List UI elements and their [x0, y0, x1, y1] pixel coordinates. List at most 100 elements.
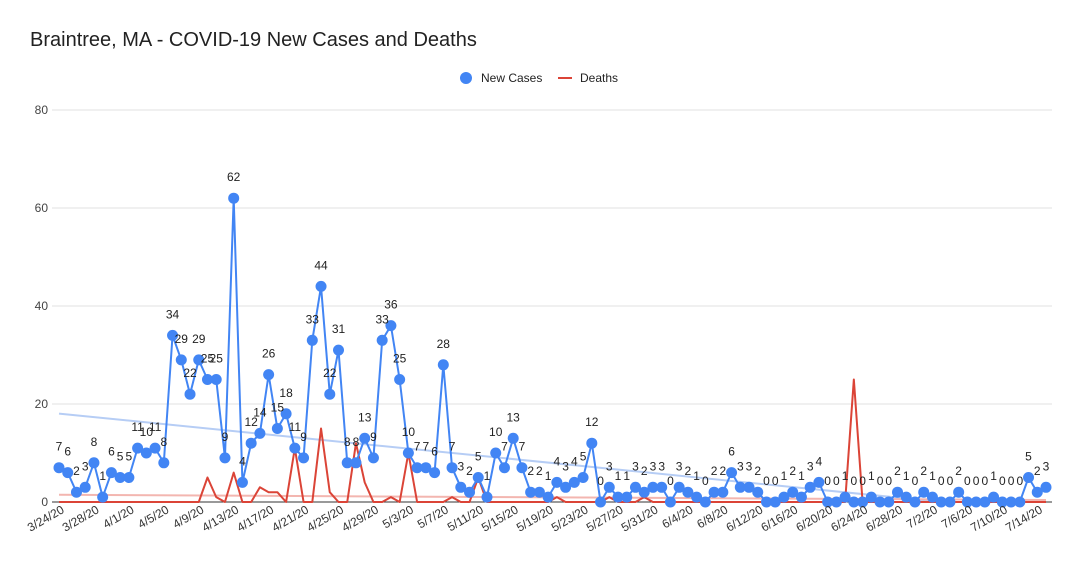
new-cases-data-label: 3	[1043, 459, 1050, 473]
new-cases-point	[140, 447, 152, 459]
x-tick-label: 5/31/20	[619, 502, 661, 534]
new-cases-data-label: 7	[423, 440, 430, 454]
legend[interactable]: New Cases Deaths	[460, 71, 618, 85]
new-cases-data-label: 3	[676, 459, 683, 473]
new-cases-data-label: 44	[314, 258, 328, 272]
new-cases-data-label: 1	[615, 469, 622, 483]
new-cases-data-label: 0	[833, 474, 840, 488]
new-cases-data-label: 4	[239, 454, 246, 468]
new-cases-point	[402, 447, 414, 459]
new-cases-data-label: 8	[91, 435, 98, 449]
new-cases-data-label: 9	[222, 430, 229, 444]
new-cases-point	[367, 452, 379, 464]
new-cases-data-label: 0	[667, 474, 674, 488]
new-cases-data-label: 6	[108, 445, 115, 459]
new-cases-data-label: 3	[737, 459, 744, 473]
new-cases-data-label: 5	[475, 450, 482, 464]
new-cases-data-label: 1	[99, 469, 106, 483]
new-cases-data-label: 8	[344, 435, 351, 449]
new-cases-point	[498, 462, 510, 474]
new-cases-point	[359, 432, 371, 444]
new-cases-point	[149, 442, 161, 454]
new-cases-data-label: 3	[658, 459, 665, 473]
x-tick-label: 4/17/20	[234, 502, 276, 534]
new-cases-data-label: 1	[798, 469, 805, 483]
new-cases-point	[533, 486, 545, 498]
new-cases-point	[830, 496, 842, 508]
new-cases-point	[935, 496, 947, 508]
new-cases-data-label: 0	[597, 474, 604, 488]
new-cases-point	[1023, 472, 1035, 483]
new-cases-data-label: 13	[507, 410, 521, 424]
new-cases-data-label: 3	[650, 459, 657, 473]
new-cases-data-label: 2	[536, 464, 543, 478]
new-cases-data-label: 2	[1034, 464, 1041, 478]
new-cases-point	[699, 496, 711, 508]
new-cases-point	[315, 280, 327, 292]
new-cases-data-label: 9	[300, 430, 307, 444]
chart-title: Braintree, MA - COVID-19 New Cases and D…	[30, 29, 477, 51]
new-cases-point	[464, 486, 476, 498]
new-cases-point	[848, 496, 860, 508]
new-cases-data-label: 0	[964, 474, 971, 488]
new-cases-point	[1005, 496, 1017, 508]
new-cases-data-label: 1	[903, 469, 910, 483]
new-cases-point	[560, 481, 572, 493]
new-cases-point	[787, 486, 799, 498]
new-cases-data-label: 29	[192, 332, 206, 346]
new-cases-point	[822, 496, 834, 508]
new-cases-data-label: 0	[1008, 474, 1015, 488]
new-cases-point	[629, 481, 641, 493]
new-cases-data-label: 26	[262, 347, 276, 361]
x-tick-label: 6/20/20	[793, 502, 835, 534]
new-cases-data-label: 29	[175, 332, 189, 346]
new-cases-point	[883, 496, 895, 508]
x-tick-label: 3/28/20	[60, 502, 102, 534]
new-cases-data-label: 11	[149, 420, 162, 434]
new-cases-data-label: 5	[117, 450, 124, 464]
new-cases-point	[158, 457, 170, 469]
new-cases-data-label: 3	[632, 459, 639, 473]
y-tick-label: 40	[35, 299, 49, 313]
new-cases-point	[961, 496, 973, 508]
new-cases-data-label: 28	[437, 337, 451, 351]
new-cases-point	[271, 423, 283, 434]
new-cases-point	[507, 432, 519, 444]
new-cases-data-label: 3	[807, 459, 814, 473]
new-cases-data-label: 3	[82, 459, 89, 473]
new-cases-data-label: 2	[719, 464, 726, 478]
new-cases-data-label: 0	[938, 474, 945, 488]
new-cases-point	[341, 457, 353, 469]
new-cases-data-label: 33	[306, 312, 320, 326]
new-cases-point	[481, 491, 493, 503]
new-cases-point	[717, 486, 729, 498]
new-cases-point	[726, 467, 738, 479]
x-tick-label: 6/12/20	[724, 502, 766, 534]
new-cases-data-label: 1	[545, 469, 552, 483]
y-tick-label: 80	[35, 103, 49, 117]
new-cases-data-label: 0	[859, 474, 866, 488]
new-cases-point	[1014, 496, 1026, 508]
new-cases-point	[664, 496, 676, 508]
new-cases-point	[586, 437, 598, 449]
x-tick-label: 4/21/20	[269, 502, 311, 534]
new-cases-point	[437, 359, 449, 371]
new-cases-data-label: 6	[431, 445, 438, 459]
new-cases-data-label: 0	[885, 474, 892, 488]
new-cases-point	[350, 457, 362, 469]
new-cases-data-label: 6	[64, 445, 71, 459]
x-tick-label: 6/4/20	[659, 502, 695, 531]
new-cases-data-label: 36	[384, 298, 398, 312]
new-cases-data-label: 25	[393, 352, 407, 366]
new-cases-point	[263, 369, 275, 381]
new-cases-data-label: 25	[201, 352, 215, 366]
new-cases-point	[472, 472, 484, 483]
x-tick-label: 5/27/20	[584, 502, 626, 534]
new-cases-point	[577, 472, 589, 483]
new-cases-data-label: 7	[501, 440, 508, 454]
x-tick-label: 5/19/20	[514, 502, 556, 534]
new-cases-point	[804, 481, 816, 493]
new-cases-data-label: 33	[375, 312, 389, 326]
new-cases-data-label: 12	[585, 415, 599, 429]
